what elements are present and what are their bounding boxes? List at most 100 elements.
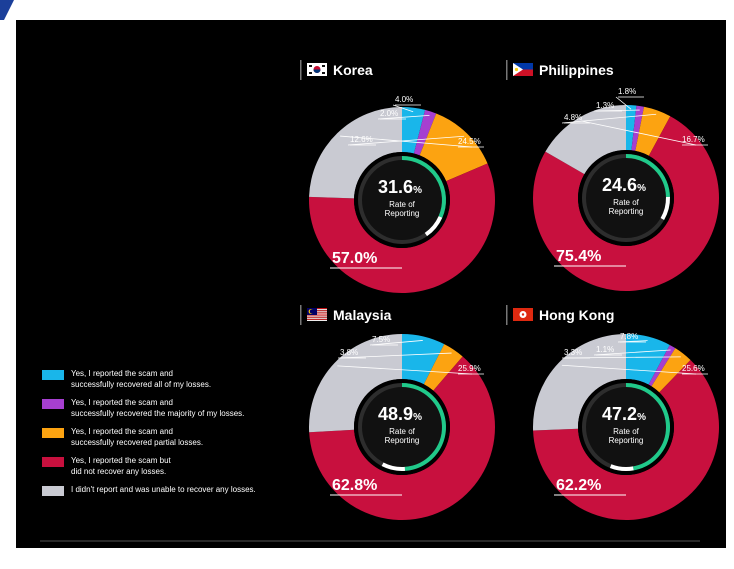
data-label: 25.9% <box>458 364 481 373</box>
slice-all <box>402 334 445 385</box>
title-rule <box>300 60 302 80</box>
data-label: 75.4% <box>556 248 601 265</box>
korea-flag-icon <box>307 63 327 76</box>
slice-partial <box>635 106 671 156</box>
leader-line <box>561 113 657 124</box>
leader-line <box>340 135 473 148</box>
data-label: 7.8% <box>620 332 638 341</box>
slice-none-reported <box>533 116 719 291</box>
data-label: 4.0% <box>395 95 413 104</box>
data-label: 16.7% <box>682 135 705 144</box>
data-label: 57.0% <box>332 250 377 267</box>
legend-label: Yes, I reported the scam and successfull… <box>71 369 212 389</box>
leader-line <box>392 104 414 113</box>
title-rule <box>300 305 302 325</box>
rate-value: 24.6% <box>602 175 646 195</box>
legend-swatch <box>42 370 64 380</box>
leader-line <box>615 96 632 110</box>
data-label: 2.0% <box>380 109 398 118</box>
chart-title: Philippines <box>539 62 614 78</box>
data-label: 62.2% <box>556 477 601 494</box>
rate-label: Rate of <box>613 427 640 436</box>
rate-value: 31.6% <box>378 177 422 197</box>
corner-accent <box>0 0 14 20</box>
slice-not-reported <box>308 334 402 433</box>
rate-ring-marker <box>424 216 443 237</box>
slice-none-reported <box>309 356 496 521</box>
data-label: 25.6% <box>682 364 705 373</box>
leader-line <box>377 114 430 120</box>
rate-label: Rate of <box>389 200 416 209</box>
chart-title: Korea <box>333 62 373 78</box>
slice-partial <box>423 344 463 391</box>
malaysia-flag-icon <box>307 308 327 321</box>
leader-line <box>369 340 423 346</box>
title-rule <box>506 305 508 325</box>
philippines-flag-icon <box>513 63 533 76</box>
data-label: 3.3% <box>564 348 582 357</box>
legend-swatch <box>42 486 64 496</box>
rate-ring-marker <box>660 196 670 221</box>
data-label: 1.8% <box>618 87 636 96</box>
legend-swatch <box>42 457 64 467</box>
rate-ring-fill <box>401 383 446 471</box>
data-label: 1.1% <box>596 345 614 354</box>
slice-majority <box>413 109 437 156</box>
slice-partial <box>651 348 691 393</box>
chart-title: Malaysia <box>333 307 392 323</box>
rate-label: Rate of <box>613 198 640 207</box>
leader-line <box>337 352 452 359</box>
rate-value: 47.2% <box>602 404 646 424</box>
data-label: 1.3% <box>596 101 614 110</box>
data-label: 62.8% <box>332 477 377 494</box>
bottom-divider <box>40 540 700 542</box>
legend-label: Yes, I reported the scam but did not rec… <box>71 456 171 476</box>
legend-item-not-reported: I didn't report and was unable to recove… <box>42 484 292 496</box>
rate-label: Reporting <box>385 436 420 445</box>
data-label: 3.8% <box>340 348 358 357</box>
rate-label: Reporting <box>609 436 644 445</box>
slice-not-reported <box>545 105 626 175</box>
rate-label: Reporting <box>609 207 644 216</box>
slice-not-reported <box>309 107 402 199</box>
legend-label: Yes, I reported the scam and successfull… <box>71 427 204 447</box>
rate-ring-fill <box>625 383 670 471</box>
legend: Yes, I reported the scam and successfull… <box>42 368 292 503</box>
rate-label: Rate of <box>389 427 416 436</box>
legend-item-all: Yes, I reported the scam and successfull… <box>42 368 292 390</box>
slice-not-reported <box>533 334 626 431</box>
leader-line <box>347 135 465 146</box>
leader-line <box>561 364 697 375</box>
legend-item-none-reported: Yes, I reported the scam but did not rec… <box>42 455 292 477</box>
leader-line <box>593 349 671 356</box>
rate-ring-fill <box>625 154 670 198</box>
slice-majority <box>631 105 645 151</box>
hong-kong-flag-icon <box>513 308 533 321</box>
slice-majority <box>648 344 676 387</box>
leader-line <box>337 365 473 375</box>
legend-swatch <box>42 399 64 409</box>
rate-ring-fill <box>401 156 446 218</box>
slice-partial <box>419 113 488 182</box>
slice-none-reported <box>309 163 495 294</box>
slice-all <box>626 334 670 385</box>
data-label: 12.6% <box>350 135 373 144</box>
rate-label: Reporting <box>385 209 420 218</box>
legend-item-majority: Yes, I reported the scam and successfull… <box>42 397 292 419</box>
legend-label: I didn't report and was unable to recove… <box>71 485 256 494</box>
data-label: 4.8% <box>564 113 582 122</box>
title-rule <box>506 60 508 80</box>
rate-ring-marker <box>609 464 634 471</box>
slice-none-reported <box>533 360 719 520</box>
data-label: 24.5% <box>458 137 481 146</box>
data-label: 7.5% <box>372 335 390 344</box>
legend-item-partial: Yes, I reported the scam and successfull… <box>42 426 292 448</box>
leader-line <box>581 120 697 146</box>
rate-value: 48.9% <box>378 404 422 424</box>
legend-swatch <box>42 428 64 438</box>
